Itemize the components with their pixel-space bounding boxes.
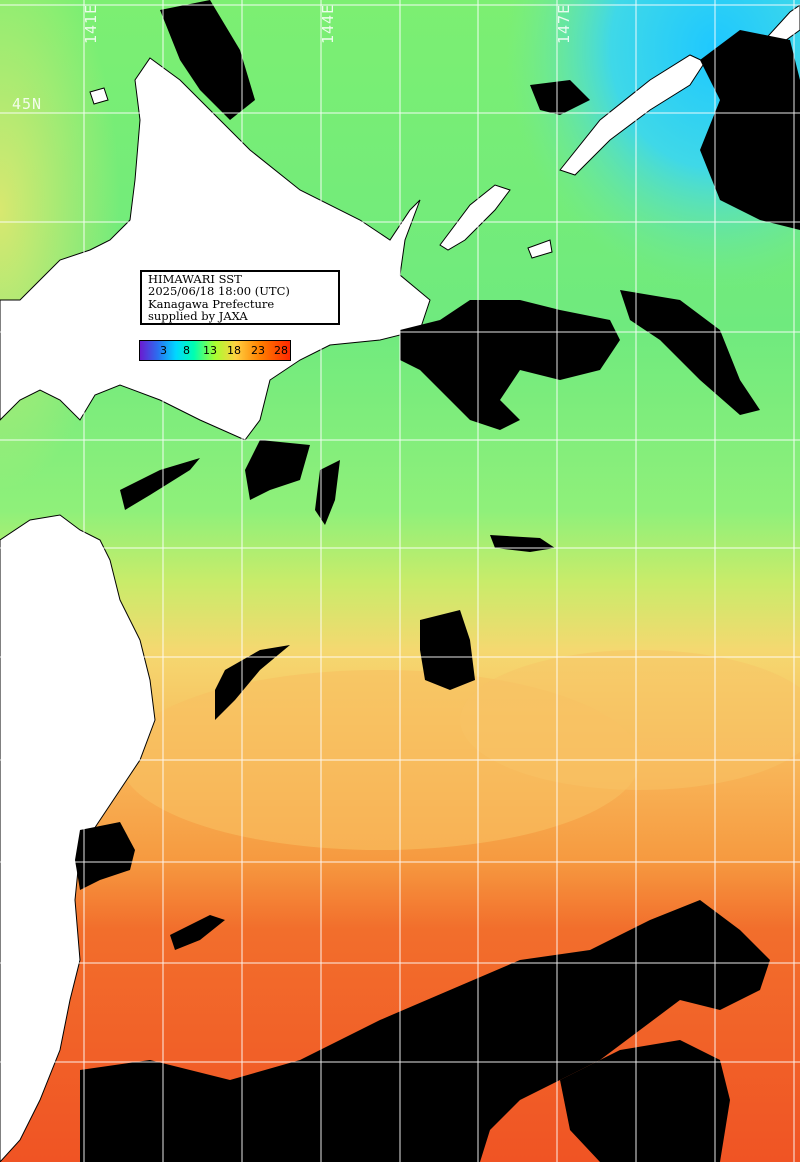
lon-label-141e: 141E — [82, 3, 100, 44]
lat-label-45n: 45N — [12, 95, 43, 113]
rishiri-island — [89, 87, 109, 105]
cloud-patch — [215, 645, 290, 720]
colorbar-labels: 3 8 13 18 23 28 — [140, 341, 290, 360]
colorbar-tick: 28 — [274, 344, 288, 357]
cloud-patch — [170, 915, 225, 950]
colorbar-tick: 13 — [203, 344, 217, 357]
kuril-island — [559, 54, 706, 176]
hokkaido-landmass — [0, 57, 431, 441]
cloud-patch — [120, 458, 200, 510]
info-region: Kanagawa Prefecture — [148, 296, 275, 311]
colorbar-tick: 23 — [251, 344, 265, 357]
temperature-colorbar: 3 8 13 18 23 28 — [139, 340, 291, 361]
cloud-patch — [80, 900, 770, 1162]
colorbar-tick: 8 — [183, 344, 190, 357]
kuril-island — [439, 184, 511, 251]
cloud-patch — [530, 80, 590, 115]
cloud-patch — [700, 30, 800, 230]
cloud-patch — [560, 1040, 730, 1162]
kuril-island — [527, 239, 553, 259]
honshu-landmass — [0, 514, 156, 1162]
cloud-patch — [420, 610, 475, 690]
info-timestamp: 2025/06/18 18:00 (UTC) — [148, 284, 290, 299]
info-title: HIMAWARI SST — [148, 272, 242, 286]
map-info-box: HIMAWARI SST 2025/06/18 18:00 (UTC) Kana… — [140, 270, 340, 325]
cloud-patch — [160, 0, 255, 120]
colorbar-tick: 3 — [160, 344, 167, 357]
cloud-patch — [75, 822, 135, 890]
cloud-patch — [245, 440, 310, 500]
land — [0, 4, 800, 1162]
cloud-patch — [620, 290, 760, 415]
info-credit: supplied by JAXA — [148, 308, 248, 323]
lon-label-144e: 144E — [319, 3, 337, 44]
lon-label-147e: 147E — [555, 3, 573, 44]
colorbar-tick: 18 — [227, 344, 241, 357]
